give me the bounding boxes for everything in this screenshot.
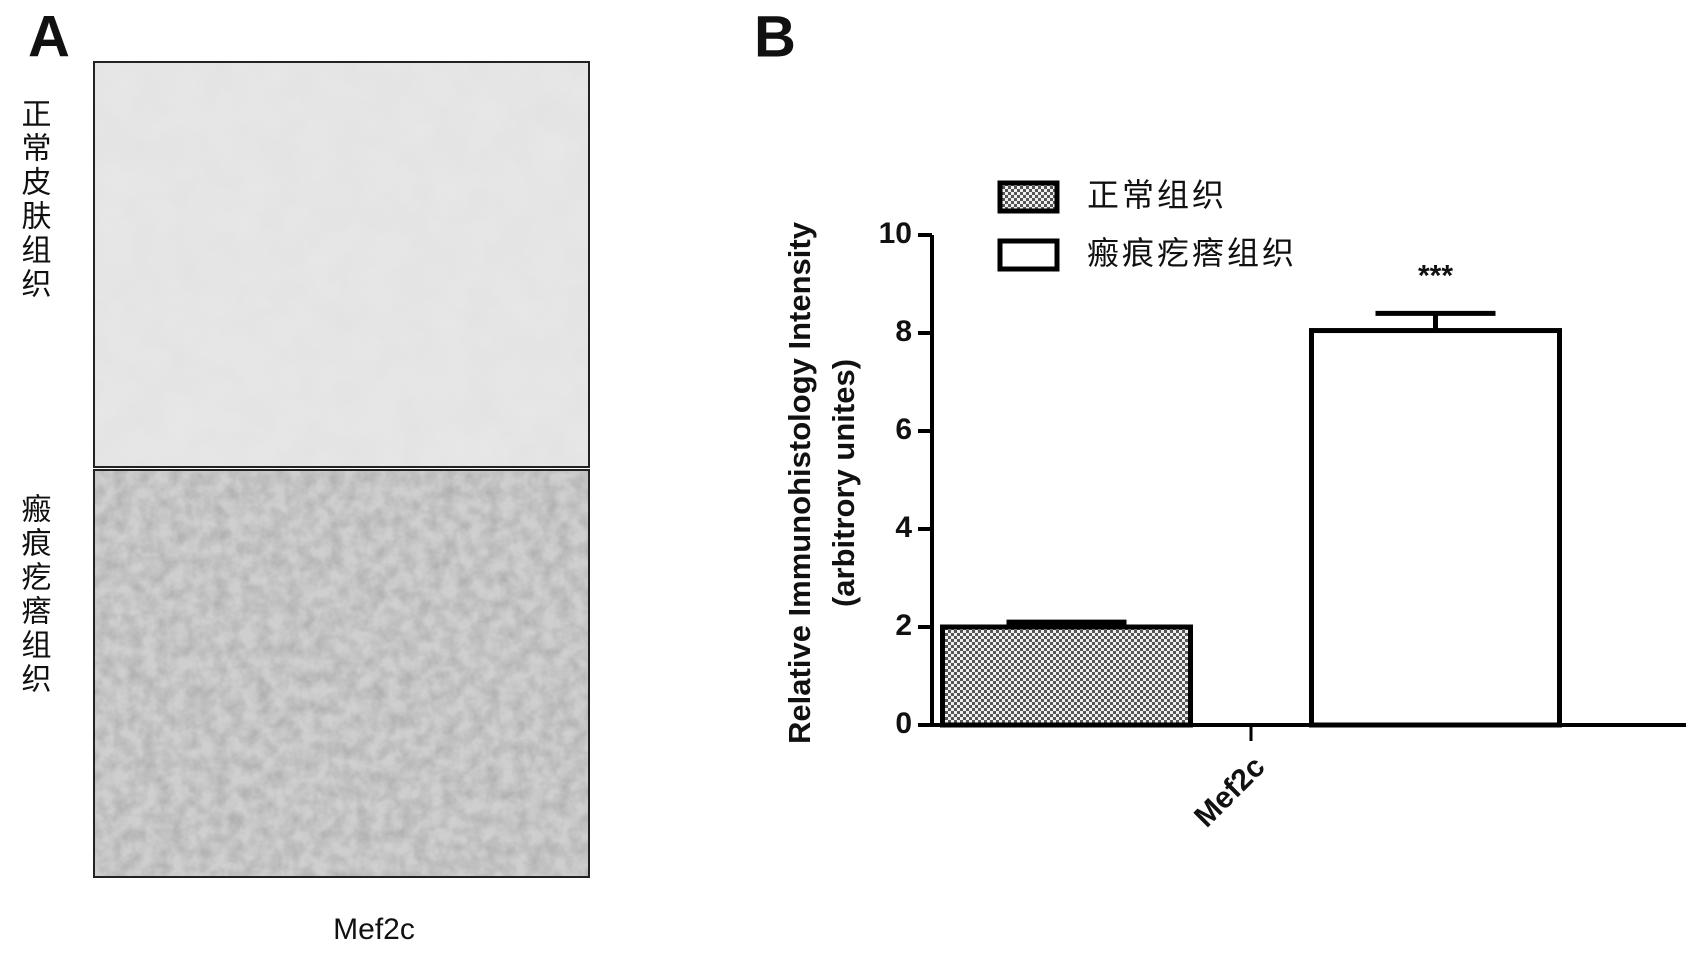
y-tick-label: 8 xyxy=(895,315,912,348)
legend-label: 正常组织 xyxy=(1087,176,1227,214)
y-tick-label: 6 xyxy=(895,413,912,446)
micrograph-texture xyxy=(95,63,588,466)
row-label: 正常皮肤组织 xyxy=(16,98,52,302)
caption: Mef2c xyxy=(333,913,415,946)
y-tick-label: 2 xyxy=(895,609,912,642)
significance: *** xyxy=(1418,259,1453,292)
y-tick-label: 4 xyxy=(895,511,912,544)
legend-swatch xyxy=(997,238,1060,272)
legend-label: 瘢痕疙瘩组织 xyxy=(1087,234,1297,272)
panel-label: B xyxy=(754,4,796,69)
bar xyxy=(1309,328,1562,728)
row-label: 瘢痕疙瘩组织 xyxy=(16,493,52,697)
x-tick-label: Mef2c xyxy=(1188,750,1271,833)
bar xyxy=(940,624,1193,728)
legend-swatch xyxy=(997,180,1060,214)
micrograph-texture xyxy=(95,471,588,876)
y-tick-label: 0 xyxy=(895,707,912,740)
panel-label: A xyxy=(28,4,70,69)
y-axis-label: Relative Immunohistology Intensity xyxy=(782,221,817,744)
y-axis-label: (arbitrory unites) xyxy=(826,359,861,607)
y-tick-label: 10 xyxy=(879,217,912,250)
